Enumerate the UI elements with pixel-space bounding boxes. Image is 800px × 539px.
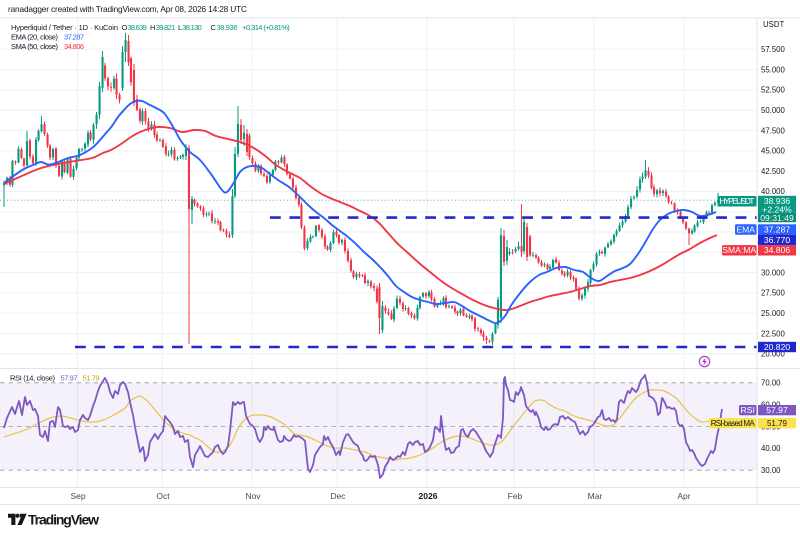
svg-text:38.936: 38.936 xyxy=(217,23,238,32)
svg-text:Feb: Feb xyxy=(508,491,523,501)
svg-text:37.287: 37.287 xyxy=(764,224,791,234)
svg-text:RSI (14, close): RSI (14, close) xyxy=(10,374,56,383)
svg-text:40.000: 40.000 xyxy=(761,187,786,196)
svg-text:2026: 2026 xyxy=(419,491,438,501)
svg-text:34.806: 34.806 xyxy=(64,42,84,51)
svg-text:30.00: 30.00 xyxy=(761,466,781,475)
svg-text:22.500: 22.500 xyxy=(761,329,786,338)
svg-text:51.79: 51.79 xyxy=(83,374,100,383)
svg-text:Sep: Sep xyxy=(70,491,85,501)
svg-text:40.00: 40.00 xyxy=(761,444,781,453)
svg-text:C: C xyxy=(211,23,217,32)
svg-text:20.000: 20.000 xyxy=(761,350,786,359)
svg-text:RSI: RSI xyxy=(741,405,755,415)
svg-text:45.000: 45.000 xyxy=(761,147,786,156)
svg-text:25.000: 25.000 xyxy=(761,309,786,318)
svg-text:55.000: 55.000 xyxy=(761,65,786,74)
svg-text:TradingView: TradingView xyxy=(28,512,99,528)
svg-text:Dec: Dec xyxy=(330,491,346,501)
svg-text:57.97: 57.97 xyxy=(766,405,788,415)
svg-text:O: O xyxy=(122,23,128,32)
svg-text:Hyperliquid / Tether · 1D · Ku: Hyperliquid / Tether · 1D · KuCoin xyxy=(11,23,118,32)
svg-text:47.500: 47.500 xyxy=(761,126,786,135)
svg-text:52.500: 52.500 xyxy=(761,86,786,95)
svg-text:Mar: Mar xyxy=(588,491,603,501)
svg-text:50.000: 50.000 xyxy=(761,106,786,115)
svg-text:38.639: 38.639 xyxy=(127,23,147,32)
svg-text:51.79: 51.79 xyxy=(767,419,788,428)
svg-text:36.770: 36.770 xyxy=(764,235,791,245)
svg-text:70.00: 70.00 xyxy=(761,379,781,388)
svg-text:Apr: Apr xyxy=(677,491,690,501)
svg-text:42.500: 42.500 xyxy=(761,167,786,176)
svg-text:H: H xyxy=(150,23,155,32)
svg-text:57.500: 57.500 xyxy=(761,45,786,54)
svg-text:09:31:49: 09:31:49 xyxy=(760,213,794,223)
svg-text:HYPEUSDT: HYPEUSDT xyxy=(720,196,756,206)
svg-text:RSI-based MA: RSI-based MA xyxy=(711,419,756,428)
svg-text:27.500: 27.500 xyxy=(761,289,786,298)
svg-text:USDT: USDT xyxy=(763,20,784,29)
svg-text:Oct: Oct xyxy=(156,491,170,501)
svg-text:+2.24%: +2.24% xyxy=(762,205,792,215)
svg-text:SMA:MA: SMA:MA xyxy=(722,245,756,255)
svg-text:20.820: 20.820 xyxy=(764,342,791,352)
svg-text:EMA (20, close): EMA (20, close) xyxy=(11,33,59,42)
svg-text:+0.314 (+0.81%): +0.314 (+0.81%) xyxy=(242,23,290,32)
svg-text:38.130: 38.130 xyxy=(182,23,202,32)
svg-text:39.821: 39.821 xyxy=(156,23,176,32)
svg-text:Nov: Nov xyxy=(245,491,261,501)
svg-text:57.97: 57.97 xyxy=(61,374,78,383)
svg-text:37.287: 37.287 xyxy=(64,33,84,42)
svg-text:SMA (50, close): SMA (50, close) xyxy=(11,42,59,51)
svg-text:ranadagger created with Tradin: ranadagger created with TradingView.com,… xyxy=(8,4,247,14)
svg-text:EMA: EMA xyxy=(736,224,755,234)
svg-text:L: L xyxy=(178,23,182,32)
svg-text:38.936: 38.936 xyxy=(764,196,791,206)
svg-text:30.000: 30.000 xyxy=(761,268,786,277)
svg-text:34.806: 34.806 xyxy=(764,245,791,255)
